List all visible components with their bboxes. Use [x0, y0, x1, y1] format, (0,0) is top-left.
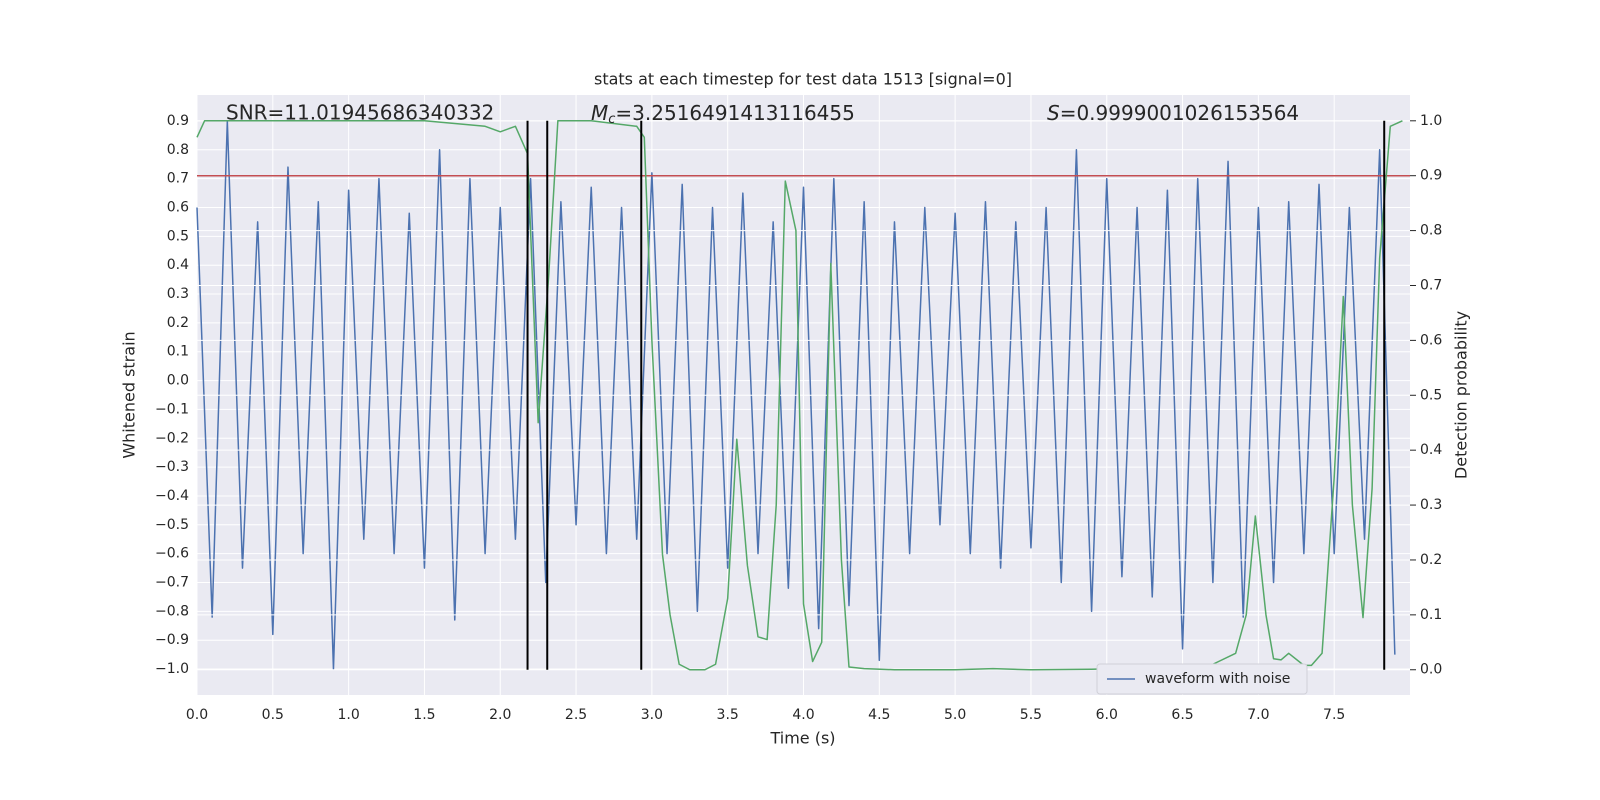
x-tick-label: 0.5: [262, 707, 284, 723]
x-tick-label: 4.0: [792, 707, 814, 723]
y2-tick-label: 0.3: [1420, 497, 1442, 513]
x-tick-label: 6.0: [1096, 707, 1118, 723]
data-line: [196, 120, 1396, 670]
y-tick-label: −0.8: [155, 603, 189, 619]
y2-tick-label: 0.1: [1420, 607, 1442, 623]
s-symbol: S: [1047, 101, 1060, 125]
y-tick-label: −0.7: [155, 575, 189, 591]
y-tick-label: −0.1: [155, 401, 189, 417]
x-tick-label: 0.0: [186, 707, 208, 723]
s-value: =0.9999001026153564: [1060, 101, 1299, 125]
y2-tick-label: 0.6: [1420, 332, 1442, 348]
x-tick-label: 4.5: [868, 707, 890, 723]
y-tick-label: −0.4: [155, 488, 189, 504]
y-tick-label: 0.1: [167, 344, 189, 360]
x-tick-label: 2.0: [489, 707, 511, 723]
x-axis-label: Time (s): [769, 729, 835, 748]
y2-tick-label: 0.0: [1420, 662, 1442, 678]
x-tick-label: 1.5: [413, 707, 435, 723]
snr-annotation: SNR=11.01945686340332: [226, 101, 494, 125]
s-annotation: S=0.9999001026153564: [1047, 101, 1299, 125]
x-tick-label: 7.0: [1247, 707, 1269, 723]
y-tick-label: 0.0: [167, 373, 189, 389]
y-tick-label: 0.9: [167, 113, 189, 129]
x-tick-label: 7.5: [1323, 707, 1345, 723]
y-tick-label: −0.3: [155, 459, 189, 475]
x-tick-label: 5.0: [944, 707, 966, 723]
front-layer: waveform with noise: [196, 120, 1410, 695]
x-tick-label: 3.0: [641, 707, 663, 723]
chart-title: stats at each timestep for test data 151…: [594, 70, 1012, 89]
x-tick-label: 5.5: [1020, 707, 1042, 723]
y-tick-label: −1.0: [155, 661, 189, 677]
legend-label: waveform with noise: [1145, 671, 1290, 687]
y-tick-label: 0.4: [167, 257, 189, 273]
mc-subscript: c: [608, 112, 615, 127]
x-tick-label: 1.0: [337, 707, 359, 723]
y-tick-label: 0.7: [167, 171, 189, 187]
y-tick-label: −0.6: [155, 546, 189, 562]
y-tick-label: −0.5: [155, 517, 189, 533]
y-tick-label: −0.9: [155, 632, 189, 648]
y-tick-label: 0.3: [167, 286, 189, 302]
y2-tick-label: 0.8: [1420, 223, 1442, 239]
y-tick-label: −0.2: [155, 430, 189, 446]
y2-tick-label: 0.5: [1420, 387, 1442, 403]
y2-tick-label: 1.0: [1420, 113, 1442, 129]
y-tick-label: 0.5: [167, 228, 189, 244]
x-tick-label: 6.5: [1171, 707, 1193, 723]
y2-tick-label: 0.2: [1420, 552, 1442, 568]
y2-axis-label: Detection probability: [1452, 311, 1471, 479]
x-tick-label: 2.5: [565, 707, 587, 723]
mc-annotation: Mc=3.2516491413116455: [591, 101, 855, 127]
y2-tick-label: 0.9: [1420, 168, 1442, 184]
legend-box: [1096, 663, 1308, 695]
y-tick-label: 0.2: [167, 315, 189, 331]
y-axis-label: Whitened strain: [120, 331, 139, 458]
y-tick-label: 0.8: [167, 142, 189, 158]
mc-value: =3.2516491413116455: [615, 101, 854, 125]
y2-tick-label: 0.7: [1420, 277, 1442, 293]
y2-tick-label: 0.4: [1420, 442, 1442, 458]
data-line: [196, 120, 1403, 671]
x-tick-label: 3.5: [717, 707, 739, 723]
y-tick-label: 0.6: [167, 200, 189, 216]
mc-symbol: M: [591, 101, 608, 125]
